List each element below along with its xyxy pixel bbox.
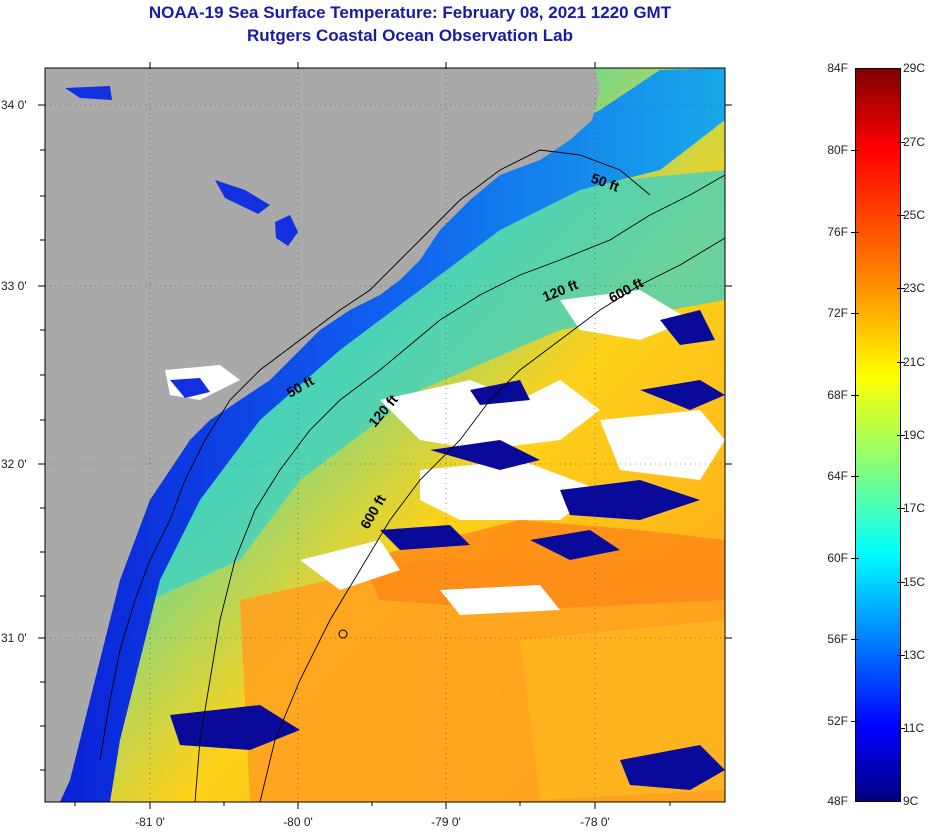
colorbar-tick: [851, 558, 859, 559]
colorbar-tick: [897, 655, 905, 656]
colorbar-f-label: 56F: [827, 632, 848, 646]
colorbar-c-label: 27C: [903, 135, 926, 149]
lat-label: 34 0': [1, 98, 27, 112]
colorbar-tick: [851, 395, 859, 396]
colorbar-f-label: 84F: [827, 61, 848, 75]
colorbar-c-label: 19C: [903, 428, 926, 442]
colorbar-tick: [851, 232, 859, 233]
colorbar-tick: [897, 508, 905, 509]
colorbar-c-label: 9C: [903, 794, 919, 808]
temperature-colorbar: [855, 68, 901, 802]
isobath-contours: [99, 149, 726, 803]
lon-label: -81 0': [135, 815, 165, 829]
cold-cloud-edges: [170, 310, 725, 790]
colorbar-tick: [897, 142, 905, 143]
map-frame: [44, 67, 726, 803]
contour-50ft: [99, 149, 651, 761]
map-subtitle: Rutgers Coastal Ocean Observation Lab: [247, 26, 573, 45]
colorbar-c-label: 17C: [903, 501, 926, 515]
colorbar-tick: [897, 362, 905, 363]
colorbar-c-label: 15C: [903, 575, 926, 589]
colorbar-tick: [897, 582, 905, 583]
lon-label: -79 0': [431, 815, 461, 829]
colorbar-f-label: 48F: [827, 794, 848, 808]
colorbar-f-label: 80F: [827, 143, 848, 157]
contour-120ft: [194, 174, 726, 803]
map-title: NOAA-19 Sea Surface Temperature: Februar…: [148, 3, 672, 22]
graticule: [45, 68, 725, 802]
colorbar-tick: [897, 435, 905, 436]
colorbar-tick: [851, 639, 859, 640]
colorbar-c-label: 21C: [903, 355, 926, 369]
colorbar-c-label: 11C: [903, 721, 925, 735]
colorbar-c-label: 13C: [903, 648, 926, 662]
colorbar-tick: [897, 728, 905, 729]
colorbar-tick: [851, 313, 859, 314]
contour-600ft: [259, 237, 726, 803]
colorbar-f-label: 72F: [827, 306, 848, 320]
colorbar-f-label: 68F: [827, 388, 848, 402]
lat-label: 32 0': [1, 457, 27, 471]
lat-label: 31 0': [1, 631, 27, 645]
colorbar-tick: [851, 150, 859, 151]
lon-label: -78 0': [580, 815, 610, 829]
colorbar-f-label: 52F: [827, 714, 848, 728]
colorbar-c-label: 23C: [903, 281, 926, 295]
lat-label: 33 0': [1, 279, 27, 293]
colorbar-tick: [897, 288, 905, 289]
colorbar-c-label: 29C: [903, 61, 926, 75]
axis-ticks: [38, 62, 732, 809]
colorbar-f-label: 60F: [827, 551, 848, 565]
colorbar-tick: [851, 721, 859, 722]
lon-label: -80 0': [283, 815, 313, 829]
cloud-patches: [300, 290, 725, 615]
colorbar-tick: [897, 215, 905, 216]
colorbar-tick: [851, 476, 859, 477]
colorbar-f-label: 64F: [827, 469, 848, 483]
land-mass: [45, 68, 600, 802]
station-marker: [338, 629, 348, 639]
colorbar-f-label: 76F: [827, 225, 848, 239]
colorbar-c-label: 25C: [903, 208, 926, 222]
